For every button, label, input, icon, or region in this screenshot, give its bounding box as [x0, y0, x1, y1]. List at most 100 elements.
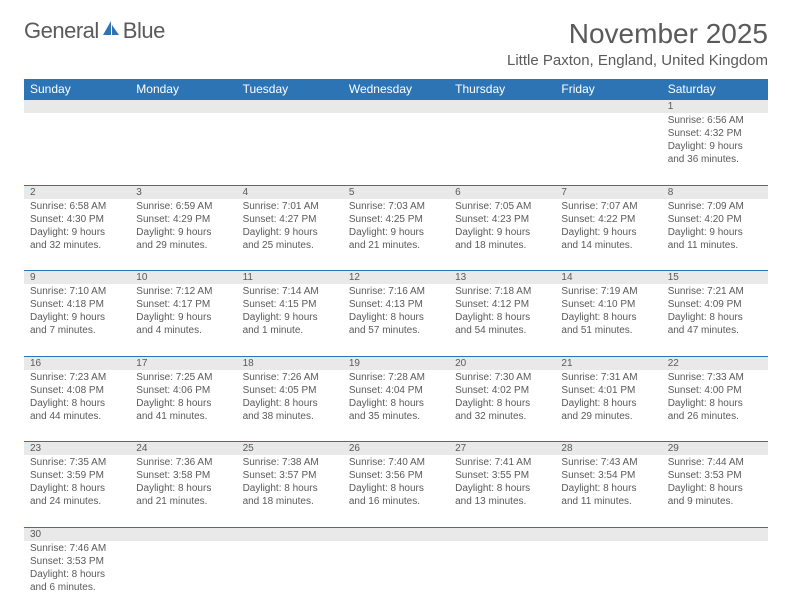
day-number: 19: [343, 356, 449, 370]
weekday-header: Tuesday: [237, 79, 343, 100]
day-number: 30: [24, 527, 130, 541]
empty-day-number: [555, 100, 661, 114]
logo: General Blue: [24, 18, 165, 44]
day-number: 12: [343, 271, 449, 285]
day-details: Sunrise: 7:25 AMSunset: 4:06 PMDaylight:…: [130, 370, 236, 425]
day-number: 16: [24, 356, 130, 370]
day-content-row: Sunrise: 6:58 AMSunset: 4:30 PMDaylight:…: [24, 199, 768, 271]
day-number: 10: [130, 271, 236, 285]
day-details: Sunrise: 7:36 AMSunset: 3:58 PMDaylight:…: [130, 455, 236, 510]
day-cell: Sunrise: 7:41 AMSunset: 3:55 PMDaylight:…: [449, 455, 555, 527]
day-details: Sunrise: 7:21 AMSunset: 4:09 PMDaylight:…: [662, 284, 768, 339]
title-block: November 2025 Little Paxton, England, Un…: [507, 18, 768, 69]
day-number-row: 9101112131415: [24, 271, 768, 285]
day-cell: Sunrise: 6:58 AMSunset: 4:30 PMDaylight:…: [24, 199, 130, 271]
day-details: Sunrise: 6:58 AMSunset: 4:30 PMDaylight:…: [24, 199, 130, 254]
month-title: November 2025: [507, 18, 768, 50]
day-cell: Sunrise: 7:10 AMSunset: 4:18 PMDaylight:…: [24, 284, 130, 356]
weekday-header: Wednesday: [343, 79, 449, 100]
day-number: 13: [449, 271, 555, 285]
calendar-page: General Blue November 2025 Little Paxton…: [0, 0, 792, 613]
day-details: Sunrise: 7:09 AMSunset: 4:20 PMDaylight:…: [662, 199, 768, 254]
day-details: Sunrise: 7:23 AMSunset: 4:08 PMDaylight:…: [24, 370, 130, 425]
empty-day-cell: [24, 113, 130, 185]
day-cell: Sunrise: 7:19 AMSunset: 4:10 PMDaylight:…: [555, 284, 661, 356]
day-number-row: 23242526272829: [24, 442, 768, 456]
day-cell: Sunrise: 7:07 AMSunset: 4:22 PMDaylight:…: [555, 199, 661, 271]
empty-day-cell: [662, 541, 768, 613]
day-cell: Sunrise: 7:28 AMSunset: 4:04 PMDaylight:…: [343, 370, 449, 442]
day-details: Sunrise: 7:35 AMSunset: 3:59 PMDaylight:…: [24, 455, 130, 510]
empty-day-number: [237, 527, 343, 541]
day-cell: Sunrise: 7:03 AMSunset: 4:25 PMDaylight:…: [343, 199, 449, 271]
empty-day-number: [343, 100, 449, 114]
day-number-row: 1: [24, 100, 768, 114]
day-cell: Sunrise: 7:40 AMSunset: 3:56 PMDaylight:…: [343, 455, 449, 527]
logo-sail-icon: [101, 19, 121, 44]
day-cell: Sunrise: 7:23 AMSunset: 4:08 PMDaylight:…: [24, 370, 130, 442]
weekday-header: Monday: [130, 79, 236, 100]
day-number-row: 2345678: [24, 185, 768, 199]
empty-day-cell: [555, 541, 661, 613]
day-details: Sunrise: 7:18 AMSunset: 4:12 PMDaylight:…: [449, 284, 555, 339]
day-cell: Sunrise: 7:25 AMSunset: 4:06 PMDaylight:…: [130, 370, 236, 442]
day-details: Sunrise: 7:05 AMSunset: 4:23 PMDaylight:…: [449, 199, 555, 254]
day-cell: Sunrise: 7:31 AMSunset: 4:01 PMDaylight:…: [555, 370, 661, 442]
empty-day-number: [662, 527, 768, 541]
day-cell: Sunrise: 6:56 AMSunset: 4:32 PMDaylight:…: [662, 113, 768, 185]
day-cell: Sunrise: 7:30 AMSunset: 4:02 PMDaylight:…: [449, 370, 555, 442]
day-cell: Sunrise: 7:43 AMSunset: 3:54 PMDaylight:…: [555, 455, 661, 527]
day-details: Sunrise: 7:43 AMSunset: 3:54 PMDaylight:…: [555, 455, 661, 510]
empty-day-cell: [343, 113, 449, 185]
day-number: 28: [555, 442, 661, 456]
location: Little Paxton, England, United Kingdom: [507, 52, 768, 69]
day-details: Sunrise: 7:41 AMSunset: 3:55 PMDaylight:…: [449, 455, 555, 510]
empty-day-cell: [449, 113, 555, 185]
empty-day-number: [237, 100, 343, 114]
empty-day-cell: [130, 541, 236, 613]
day-number: 24: [130, 442, 236, 456]
day-cell: Sunrise: 7:12 AMSunset: 4:17 PMDaylight:…: [130, 284, 236, 356]
empty-day-cell: [237, 541, 343, 613]
day-number: 14: [555, 271, 661, 285]
day-number: 15: [662, 271, 768, 285]
day-cell: Sunrise: 7:38 AMSunset: 3:57 PMDaylight:…: [237, 455, 343, 527]
day-number: 7: [555, 185, 661, 199]
day-cell: Sunrise: 6:59 AMSunset: 4:29 PMDaylight:…: [130, 199, 236, 271]
empty-day-cell: [130, 113, 236, 185]
day-details: Sunrise: 7:44 AMSunset: 3:53 PMDaylight:…: [662, 455, 768, 510]
day-content-row: Sunrise: 7:10 AMSunset: 4:18 PMDaylight:…: [24, 284, 768, 356]
day-cell: Sunrise: 7:35 AMSunset: 3:59 PMDaylight:…: [24, 455, 130, 527]
day-details: Sunrise: 7:31 AMSunset: 4:01 PMDaylight:…: [555, 370, 661, 425]
empty-day-number: [449, 100, 555, 114]
empty-day-number: [130, 100, 236, 114]
day-number: 2: [24, 185, 130, 199]
day-number: 18: [237, 356, 343, 370]
empty-day-number: [449, 527, 555, 541]
header: General Blue November 2025 Little Paxton…: [24, 18, 768, 69]
day-details: Sunrise: 7:46 AMSunset: 3:53 PMDaylight:…: [24, 541, 130, 596]
day-number: 25: [237, 442, 343, 456]
day-details: Sunrise: 6:56 AMSunset: 4:32 PMDaylight:…: [662, 113, 768, 168]
day-details: Sunrise: 7:38 AMSunset: 3:57 PMDaylight:…: [237, 455, 343, 510]
day-details: Sunrise: 7:30 AMSunset: 4:02 PMDaylight:…: [449, 370, 555, 425]
day-number: 17: [130, 356, 236, 370]
day-details: Sunrise: 7:33 AMSunset: 4:00 PMDaylight:…: [662, 370, 768, 425]
empty-day-cell: [555, 113, 661, 185]
day-number-row: 30: [24, 527, 768, 541]
day-cell: Sunrise: 7:09 AMSunset: 4:20 PMDaylight:…: [662, 199, 768, 271]
day-details: Sunrise: 7:10 AMSunset: 4:18 PMDaylight:…: [24, 284, 130, 339]
weekday-header-row: SundayMondayTuesdayWednesdayThursdayFrid…: [24, 79, 768, 100]
weekday-header: Thursday: [449, 79, 555, 100]
day-details: Sunrise: 7:03 AMSunset: 4:25 PMDaylight:…: [343, 199, 449, 254]
weekday-header: Saturday: [662, 79, 768, 100]
day-content-row: Sunrise: 7:35 AMSunset: 3:59 PMDaylight:…: [24, 455, 768, 527]
logo-text-general: General: [24, 18, 99, 44]
day-number: 23: [24, 442, 130, 456]
day-content-row: Sunrise: 6:56 AMSunset: 4:32 PMDaylight:…: [24, 113, 768, 185]
day-details: Sunrise: 7:26 AMSunset: 4:05 PMDaylight:…: [237, 370, 343, 425]
empty-day-cell: [237, 113, 343, 185]
day-number: 6: [449, 185, 555, 199]
weekday-header: Sunday: [24, 79, 130, 100]
day-cell: Sunrise: 7:33 AMSunset: 4:00 PMDaylight:…: [662, 370, 768, 442]
